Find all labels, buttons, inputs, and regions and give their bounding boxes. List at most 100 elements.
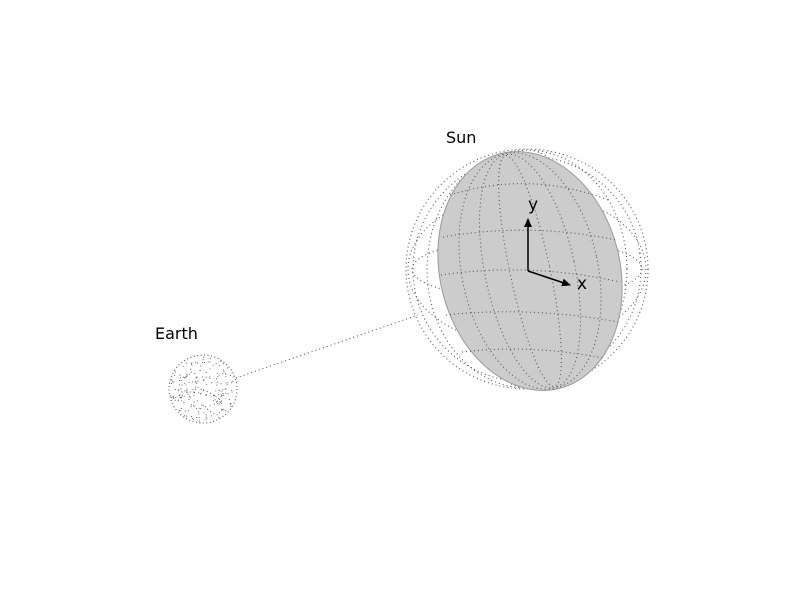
earth-dot (221, 408, 223, 411)
earth-dot (209, 405, 211, 407)
earth-dot (203, 378, 205, 381)
earth-dot (190, 371, 192, 373)
earth-dot (205, 395, 207, 397)
earth-dot (186, 388, 188, 390)
earth-dot (178, 388, 180, 391)
earth-dot (201, 376, 204, 378)
earth-dot (210, 415, 213, 417)
earth-dot (198, 417, 200, 419)
earth-dot (192, 419, 194, 421)
earth-dot (188, 373, 190, 375)
earth-dot (216, 372, 218, 374)
earth-dot (193, 406, 195, 408)
earth-dot (184, 390, 186, 392)
earth-dot (231, 391, 233, 393)
sun-label: Sun (446, 128, 476, 147)
earth-dot (205, 376, 207, 378)
earth-dot (180, 388, 182, 390)
earth-dot (227, 393, 229, 395)
earth-dot (216, 401, 218, 403)
axis-x-label: x (577, 274, 587, 294)
earth-dot (202, 359, 204, 361)
earth-dot (195, 361, 197, 363)
earth-dot (181, 395, 183, 397)
earth-dot (209, 411, 211, 413)
earth-dot (222, 392, 224, 395)
earth-dot (220, 383, 222, 385)
earth-dot (223, 369, 225, 371)
earth-dot (205, 383, 207, 386)
earth-dot (186, 392, 188, 394)
earth-dot (229, 374, 231, 376)
earth-dot (181, 384, 183, 386)
earth-dot (228, 399, 230, 401)
earth-dot (226, 384, 228, 386)
earth-dot (172, 396, 174, 398)
earth-dot (170, 379, 173, 381)
earth-dot (179, 379, 181, 381)
earth-dot (190, 368, 192, 370)
earth-dot (215, 390, 217, 392)
earth-dot (185, 376, 187, 378)
earth-dot (209, 357, 211, 359)
earth-dot (188, 396, 190, 398)
earth-dot (226, 367, 228, 369)
earth-dot (185, 384, 187, 386)
earth-dot (172, 396, 174, 398)
earth-dot (173, 397, 175, 400)
earth-dot (193, 394, 195, 396)
earth-label: Earth (155, 324, 198, 343)
earth-dot (202, 379, 204, 382)
earth-dot (192, 404, 194, 407)
earth-dot (220, 402, 222, 405)
earth-dot (180, 397, 183, 399)
earth-dot (170, 382, 173, 384)
earth-dot (181, 379, 183, 382)
earth-dot (222, 394, 224, 396)
earth-dot (222, 373, 224, 375)
earth-dot (187, 393, 189, 395)
earth-dot (186, 375, 188, 377)
earth-dot (203, 390, 205, 392)
earth-dot (173, 381, 175, 383)
earth-dot (205, 416, 207, 418)
earth-dot (183, 415, 185, 417)
earth-dot (216, 414, 218, 416)
earth-dot (178, 395, 180, 397)
earth-dot (199, 393, 201, 395)
earth-dot (198, 411, 200, 413)
earth-dot (196, 382, 198, 385)
earth-dot (200, 408, 202, 410)
earth-dot (195, 377, 197, 379)
earth-dot (216, 400, 218, 402)
earth-dot (215, 378, 218, 380)
earth-dot (225, 409, 227, 412)
earth-dot (183, 402, 185, 404)
earth-dot (199, 370, 201, 372)
earth-dot (191, 416, 193, 418)
earth-dot (219, 401, 221, 403)
earth-dot (220, 400, 223, 402)
earth-dot (229, 402, 231, 404)
earth-dot (191, 418, 193, 420)
earth-dot (222, 389, 224, 391)
earth-dot (225, 388, 227, 390)
earth-dot (190, 363, 192, 365)
earth-dot (225, 392, 227, 394)
earth-dot (213, 412, 215, 415)
earth-dot (206, 390, 208, 392)
earth-dot (219, 365, 221, 367)
earth-dot (202, 362, 204, 364)
earth-dot (225, 373, 227, 375)
earth-dot (224, 388, 226, 390)
earth-dot (231, 382, 233, 384)
earth-dot (223, 371, 225, 373)
earth-dot (183, 376, 185, 378)
earth-dot (204, 406, 206, 408)
earth-dot (195, 407, 198, 409)
earth-dot (231, 389, 233, 392)
earth-dot (186, 362, 188, 364)
earth-dot (197, 386, 199, 388)
earth-dot (185, 415, 187, 417)
earth-dot (194, 381, 196, 383)
